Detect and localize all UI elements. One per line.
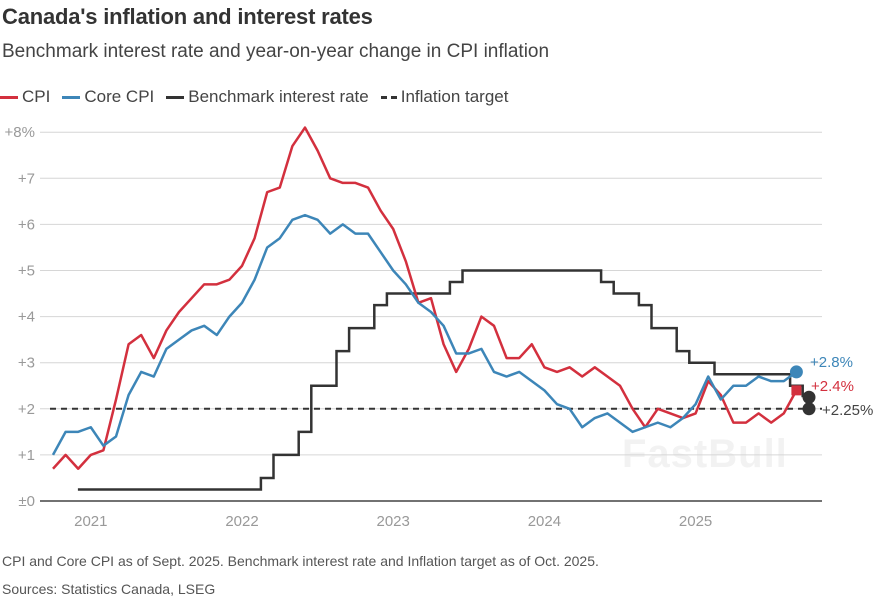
x-tick-label: 2025 xyxy=(679,513,712,530)
y-tick-label: +6 xyxy=(18,216,35,233)
y-tick-label: +4 xyxy=(18,309,35,326)
footnote: CPI and Core CPI as of Sept. 2025. Bench… xyxy=(2,553,599,569)
x-tick-label: 2024 xyxy=(528,513,561,530)
y-tick-label: +2 xyxy=(18,401,35,418)
legend-item-cpi: CPI xyxy=(0,87,50,107)
target-end-marker xyxy=(802,402,816,416)
y-tick-label: +8% xyxy=(5,124,35,141)
chart-subtitle: Benchmark interest rate and year-on-year… xyxy=(2,41,550,62)
legend-swatch-cpi xyxy=(0,95,18,99)
legend-label-rate: Benchmark interest rate xyxy=(188,87,369,106)
legend: CPI Core CPI Benchmark interest rate Inf… xyxy=(0,87,508,107)
x-tick-label: 2023 xyxy=(377,513,410,530)
legend-label-core-cpi: Core CPI xyxy=(84,87,155,106)
benchmark-rate-line xyxy=(77,269,804,491)
x-tick-label: 2022 xyxy=(225,513,258,530)
y-tick-label: +5 xyxy=(18,263,35,280)
legend-swatch-target xyxy=(380,95,397,99)
sources: Sources: Statistics Canada, LSEG xyxy=(2,581,216,597)
core-cpi-end-label: +2.8% xyxy=(810,354,853,371)
core-cpi-line xyxy=(51,213,798,456)
legend-label-target: Inflation target xyxy=(400,87,509,106)
legend-item-rate: Benchmark interest rate xyxy=(166,87,369,107)
rate-end-label: +2.25% xyxy=(822,402,873,419)
x-tick-label: 2021 xyxy=(74,513,107,530)
legend-swatch-rate xyxy=(166,95,185,99)
legend-item-core-cpi: Core CPI xyxy=(62,87,154,107)
watermark: FastBull xyxy=(622,432,788,476)
cpi-line xyxy=(52,126,798,470)
y-tick-label: ±0 xyxy=(18,493,35,510)
legend-label-cpi: CPI xyxy=(22,87,51,106)
y-tick-label: +3 xyxy=(18,355,35,372)
chart-title: Canada's inflation and interest rates xyxy=(2,4,373,29)
y-tick-label: +7 xyxy=(18,170,35,187)
cpi-end-marker xyxy=(791,385,802,396)
legend-item-target: Inflation target xyxy=(380,87,509,107)
y-tick-label: +1 xyxy=(18,447,35,464)
core-cpi-end-marker xyxy=(789,365,803,379)
cpi-end-label: +2.4% xyxy=(811,378,854,395)
legend-swatch-core-cpi xyxy=(62,95,81,99)
rate-end-marker xyxy=(802,390,816,404)
